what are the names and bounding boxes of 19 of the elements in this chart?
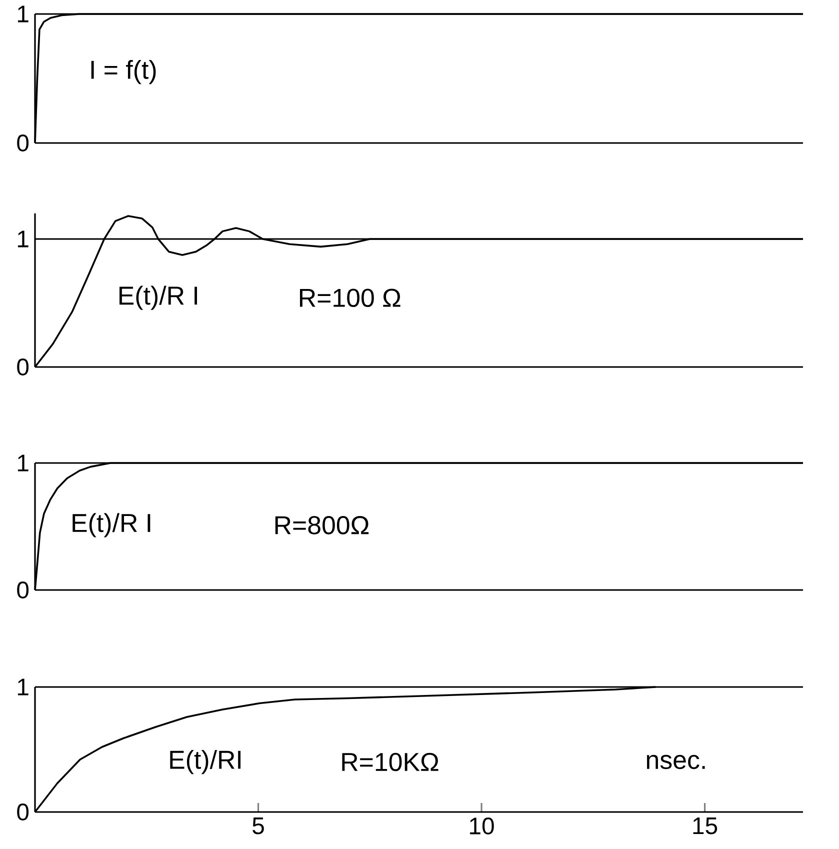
y-tick-label: 1 <box>18 230 28 248</box>
annotation: E(t)/R I <box>72 513 150 538</box>
annotation: E(t)/R I <box>119 286 197 310</box>
x-tick-label: 15 <box>693 818 718 834</box>
y-tick-label: 0 <box>17 582 29 598</box>
annotation: R=800Ω <box>275 516 369 534</box>
y-tick-label: 1 <box>18 678 28 696</box>
y-tick-label: 0 <box>17 134 29 152</box>
annotation: R=100 Ω <box>300 288 400 308</box>
annotation: E(t)/RI <box>170 750 241 774</box>
annotation: R=10KΩ <box>342 752 438 772</box>
x-tick-label: 5 <box>252 818 264 834</box>
x-axis-title: nsec. <box>646 754 705 770</box>
y-tick-label: 1 <box>18 454 28 472</box>
y-tick-label: 0 <box>17 804 29 820</box>
y-tick-label: 1 <box>18 6 28 22</box>
annotation: I = f(t) <box>91 60 156 84</box>
x-tick-label: 10 <box>470 818 494 834</box>
y-tick-label: 0 <box>17 358 29 376</box>
